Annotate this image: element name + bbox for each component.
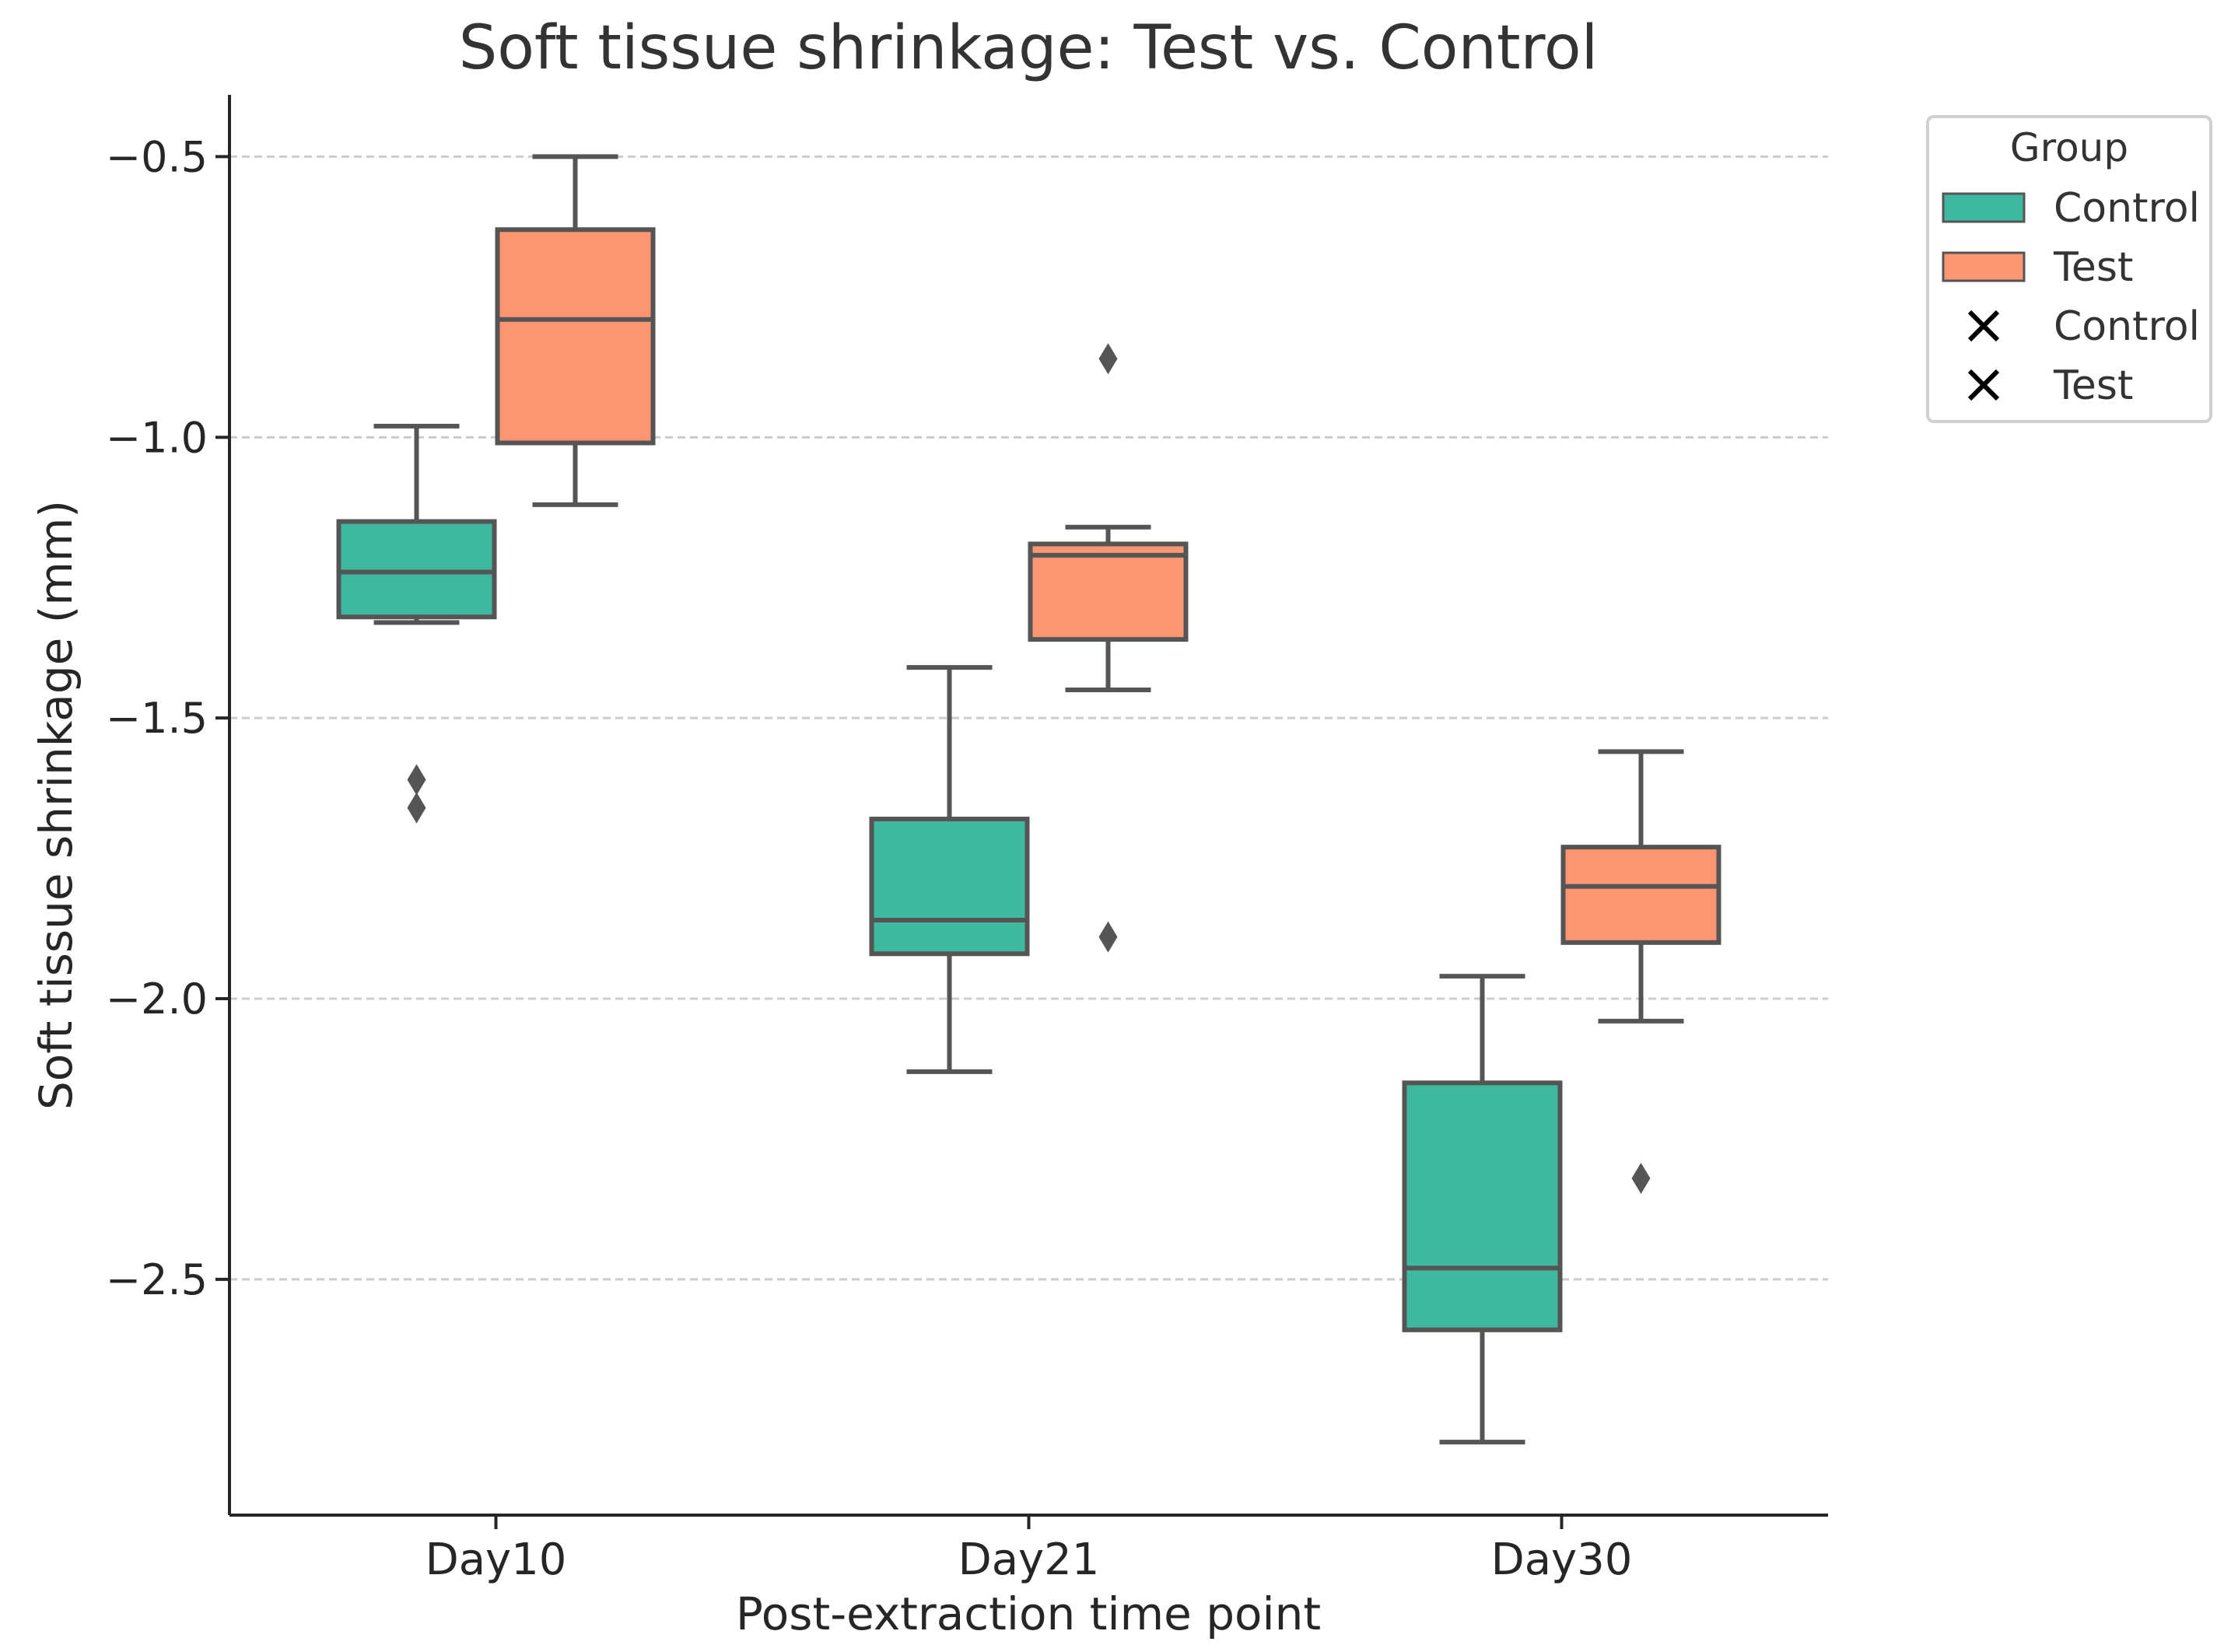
- legend: Group Control Test Control Test: [1926, 115, 2212, 423]
- legend-label: Control: [2054, 303, 2200, 350]
- box-control-day30: [1402, 974, 1563, 1445]
- x-tick-label: Day10: [426, 1535, 567, 1585]
- box-test-day30: [1560, 749, 1721, 1194]
- box-iqr: [1028, 541, 1189, 642]
- box-iqr: [1402, 1080, 1563, 1332]
- legend-title: Group: [2010, 125, 2128, 170]
- legend-x-mark-control: [1967, 310, 2000, 342]
- x-tick-label: Day30: [1491, 1535, 1633, 1585]
- box-test-day21: [1028, 343, 1189, 953]
- outlier-point: [407, 792, 426, 824]
- legend-label: Test: [2053, 244, 2133, 291]
- box-control-day21: [869, 665, 1030, 1074]
- y-tick-label: −0.5: [106, 132, 208, 181]
- outlier-point: [1098, 921, 1118, 953]
- box-iqr: [495, 227, 656, 446]
- box-iqr: [1560, 845, 1721, 945]
- box-plot-series: [336, 154, 1721, 1445]
- box-control-day10: [336, 423, 497, 824]
- outlier-point: [1098, 343, 1118, 375]
- axes: −0.5 −1.0 −1.5 −2.0 −2.5 Day10 Day21 Day30: [106, 95, 1828, 1585]
- legend-swatch-test: [1942, 251, 2026, 282]
- chart-title: Soft tissue shrinkage: Test vs. Control: [459, 13, 1599, 83]
- legend-swatch-control: [1942, 192, 2026, 223]
- x-axis-label: Post-extraction time point: [736, 1587, 1321, 1640]
- y-tick-label: −1.0: [106, 413, 208, 462]
- box-test-day10: [495, 154, 656, 507]
- y-tick-label: −2.0: [106, 975, 208, 1024]
- y-axis-label: Soft tissue shrinkage (mm): [30, 500, 82, 1110]
- box-iqr: [869, 817, 1030, 957]
- outlier-point: [1631, 1162, 1651, 1194]
- y-tick-label: −1.5: [106, 694, 208, 743]
- legend-label: Control: [2054, 185, 2200, 232]
- x-tick-label: Day21: [958, 1535, 1100, 1585]
- y-tick-label: −2.5: [106, 1255, 208, 1304]
- legend-label: Test: [2053, 362, 2133, 409]
- box-iqr: [336, 519, 497, 620]
- outlier-point: [407, 764, 426, 796]
- legend-x-mark-test: [1967, 369, 2000, 401]
